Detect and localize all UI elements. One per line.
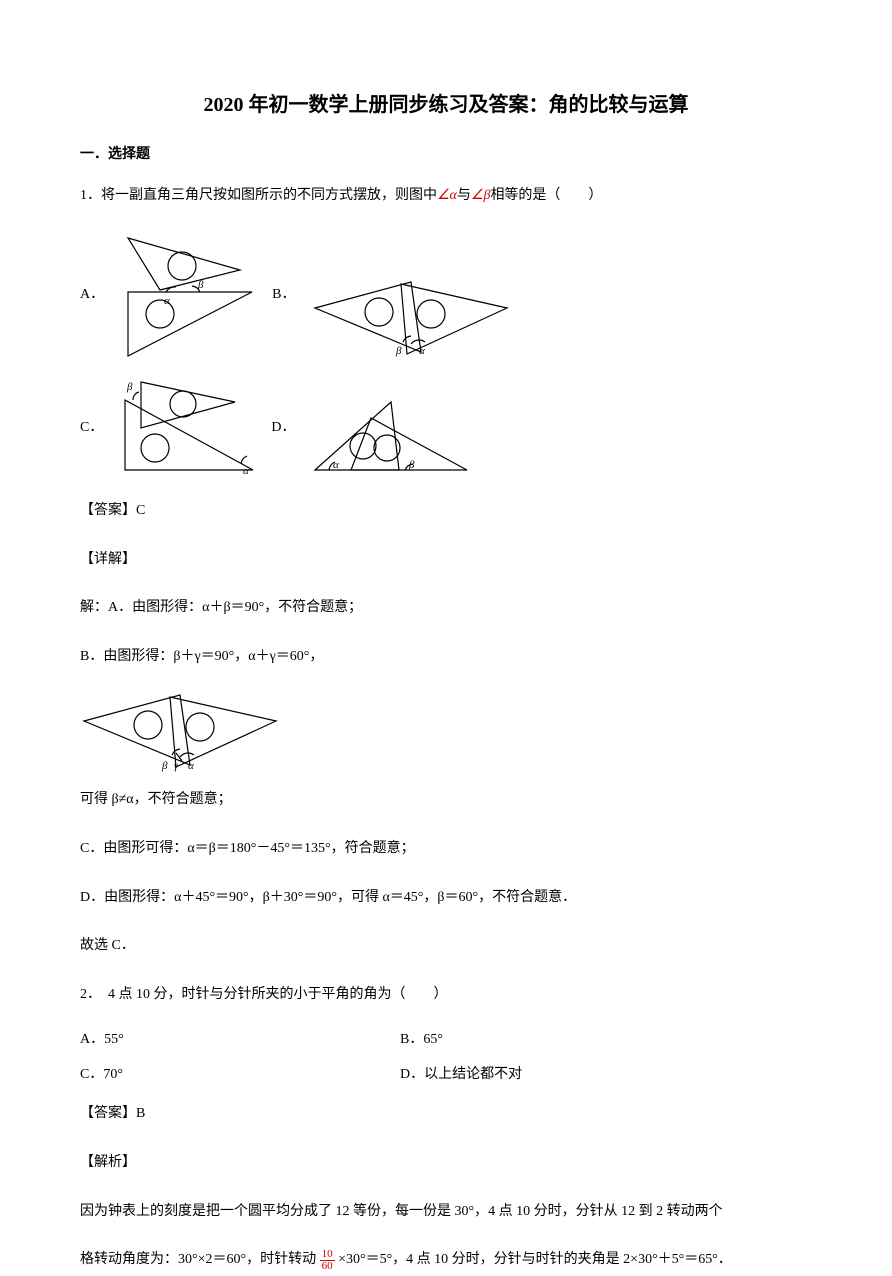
q1-alpha: ∠α: [437, 188, 457, 203]
q2-line2-pre: 格转动角度为：30°×2＝60°，时针转动: [80, 1252, 316, 1267]
svg-text:α: α: [188, 760, 194, 772]
q1-line-c: C．由图形可得：α＝β＝180°－45°＝135°，符合题意；: [80, 834, 812, 865]
q2-opt-b: B．65°: [400, 1029, 443, 1050]
q1-stem-mid: 与: [457, 188, 471, 203]
q2-line2: 格转动角度为：30°×2＝60°，时针转动 10 60 ×30°＝5°，4 点 …: [80, 1245, 812, 1276]
q1-options-row-cd: C． β α D． α β: [80, 378, 812, 478]
q1-figure-b: β α: [311, 278, 511, 360]
section-header: 一．选择题: [80, 144, 812, 165]
svg-text:α: α: [243, 465, 249, 477]
answer-value: C: [136, 503, 145, 518]
q1-options-row-ab: A． α β B． β α: [80, 230, 812, 360]
svg-text:α: α: [164, 295, 170, 307]
q1-detail-label: 【详解】: [80, 545, 812, 576]
svg-text:β: β: [395, 345, 402, 357]
answer-value: B: [136, 1106, 145, 1121]
q1-label-d: D．: [271, 417, 295, 438]
q1-stem-post: 相等的是（ ）: [490, 188, 602, 203]
svg-text:β: β: [197, 279, 204, 291]
q2-opt-c: C．70°: [80, 1064, 400, 1085]
svg-text:β: β: [408, 459, 415, 471]
q1-figure-b2: β γ α: [80, 691, 280, 773]
answer-label: 【答案】: [80, 1106, 136, 1121]
q1-stem-pre: 1．将一副直角三角尺按如图所示的不同方式摆放，则图中: [80, 188, 437, 203]
q1-figure-a: α β: [120, 230, 260, 360]
q1-beta: ∠β: [471, 188, 491, 203]
q2-options-ab: A．55° B．65°: [80, 1029, 812, 1050]
q2-analysis-label: 【解析】: [80, 1148, 812, 1179]
q1-figure-c: β α: [119, 378, 259, 478]
q1-label-c: C．: [80, 417, 103, 438]
q2-opt-a: A．55°: [80, 1029, 400, 1050]
q1-line-a: 解：A．由图形得：α＋β＝90°，不符合题意；: [80, 593, 812, 624]
q1-line-d: D．由图形得：α＋45°＝90°，β＋30°＝90°，可得 α＝45°，β＝60…: [80, 883, 812, 914]
q2-answer: 【答案】B: [80, 1099, 812, 1130]
svg-text:β: β: [161, 760, 168, 772]
q1-figure-d: α β: [311, 396, 471, 478]
q2-opt-d: D．以上结论都不对: [400, 1064, 522, 1085]
svg-text:α: α: [333, 459, 339, 471]
svg-text:β: β: [126, 381, 133, 393]
q2-options-cd: C．70° D．以上结论都不对: [80, 1064, 812, 1085]
q1-answer: 【答案】C: [80, 496, 812, 527]
q1-label-b: B．: [272, 284, 295, 305]
q2-line2-post: ×30°＝5°，4 点 10 分时，分针与时针的夹角是 2×30°＋5°＝65°…: [338, 1252, 732, 1267]
q2-stem: 2． 4 点 10 分，时针与分针所夹的小于平角的角为（ ）: [80, 980, 812, 1011]
q1-label-a: A．: [80, 284, 104, 305]
q1-line-b: B．由图形得：β＋γ＝90°，α＋γ＝60°，: [80, 642, 812, 673]
frac-den: 60: [320, 1261, 335, 1272]
q1-stem: 1．将一副直角三角尺按如图所示的不同方式摆放，则图中∠α与∠β相等的是（ ）: [80, 181, 812, 212]
page-title: 2020 年初一数学上册同步练习及答案：角的比较与运算: [80, 90, 812, 120]
fraction-icon: 10 60: [320, 1249, 335, 1272]
q2-line1: 因为钟表上的刻度是把一个圆平均分成了 12 等份，每一份是 30°，4 点 10…: [80, 1197, 812, 1228]
q1-figure-b2-wrap: β γ α: [80, 691, 812, 773]
frac-num: 10: [320, 1249, 335, 1261]
svg-text:α: α: [419, 345, 425, 357]
answer-label: 【答案】: [80, 503, 136, 518]
q1-line-b2: 可得 β≠α，不符合题意；: [80, 785, 812, 816]
q1-line-end: 故选 C．: [80, 931, 812, 962]
